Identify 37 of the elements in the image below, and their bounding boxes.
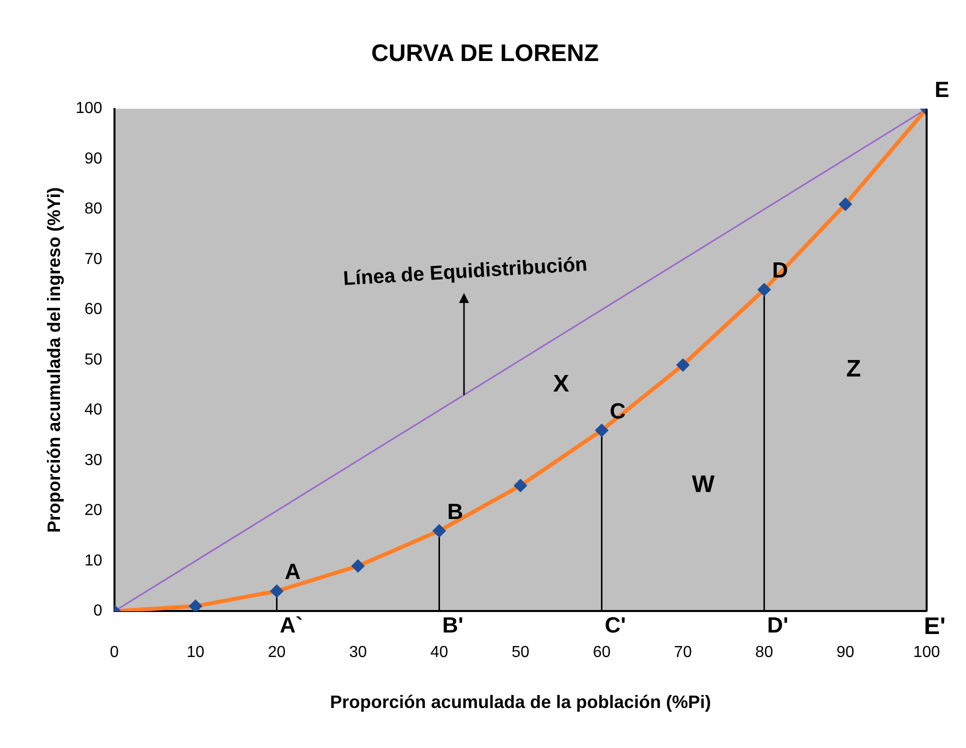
annotation: C' [604,612,626,638]
y-tick-label: 80 [84,200,102,218]
x-tick-label: 90 [836,644,854,662]
y-tick-label: 90 [84,150,102,168]
annotation: B' [442,612,464,638]
annotation: Z [846,356,861,383]
x-tick-label: 30 [349,644,367,662]
annotation: Línea de Equidistribución [342,254,588,290]
x-tick-label: 40 [430,644,448,662]
y-axis-title: Proporción acumulada del ingreso (%Yi) [44,187,64,533]
annotation: A [284,559,301,584]
y-tick-label: 0 [93,602,102,620]
x-tick-label: 100 [913,644,940,662]
x-tick-label: 60 [592,644,611,662]
text: E' [924,612,946,640]
x-tick-label: 50 [512,644,530,662]
annotation: E [934,76,950,102]
y-tick-label: 40 [84,402,102,419]
y-tick-label: 60 [84,301,102,318]
y-tick-label: 70 [84,250,102,268]
annotation: X [553,370,570,398]
x-tick-label: 20 [268,644,286,662]
y-tick-label: 50 [84,351,102,368]
x-axis-title: Proporción acumulada de la población (%Pi) [330,692,712,712]
y-tick-label: 30 [84,452,102,469]
chart-title: CURVA DE LORENZ [371,40,599,68]
y-tick-label: 20 [84,502,102,520]
x-tick-label: 70 [674,644,692,662]
annotation: D' [767,612,788,638]
annotation: W [692,471,715,498]
annotation: B [447,498,464,524]
annotation: A` [280,612,303,638]
y-tick-label: 10 [84,552,102,570]
x-tick-label: 80 [755,644,774,662]
x-tick-label: 10 [186,644,205,662]
x-tick-label: 0 [110,644,119,662]
y-tick-label: 100 [76,100,102,118]
